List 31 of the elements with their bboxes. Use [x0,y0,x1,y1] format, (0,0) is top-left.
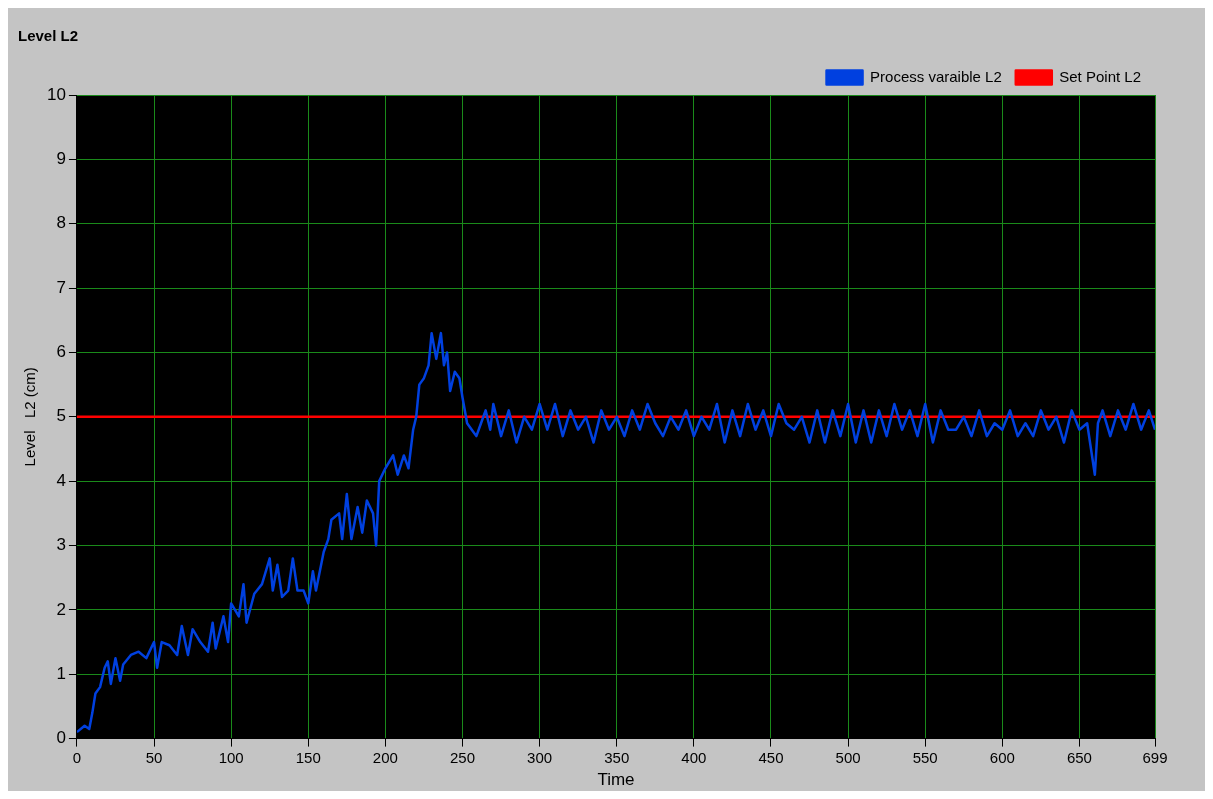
x-tick-label: 450 [758,748,784,766]
x-axis-title: Time [597,770,635,790]
x-tick-label: 0 [72,748,82,766]
x-tick-label: 400 [681,748,707,766]
y-tick-label: 8 [56,213,66,233]
y-axis-title: Level L2 (cm) [21,367,39,467]
y-tick-label: 2 [56,599,66,619]
x-tick-label: 650 [1066,748,1092,766]
x-tick-label: 699 [1142,748,1168,766]
y-tick-label: 0 [56,728,66,748]
x-tick-label: 250 [449,748,476,766]
x-tick-label: 100 [218,748,244,766]
chart-title: Level L2 [18,27,79,45]
y-tick-label: 7 [56,277,66,297]
legend-label: Process varaible L2 [870,67,1002,85]
y-tick-label: 6 [56,342,66,362]
y-tick-label: 10 [46,84,66,104]
y-tick-label: 4 [56,470,66,490]
x-tick-label: 200 [372,748,398,766]
x-tick-label: 500 [835,748,861,766]
y-tick-label: 3 [56,535,66,555]
x-tick-label: 600 [989,748,1015,766]
y-tick-label: 5 [56,406,66,426]
legend-label: Set Point L2 [1059,67,1142,85]
x-tick-label: 550 [912,748,938,766]
y-tick-label: 1 [56,663,66,683]
y-tick-label: 9 [56,149,66,169]
x-tick-label: 150 [295,748,321,766]
x-tick-label: 300 [527,748,553,766]
x-tick-label: 50 [145,748,163,766]
x-tick-label: 350 [604,748,630,766]
